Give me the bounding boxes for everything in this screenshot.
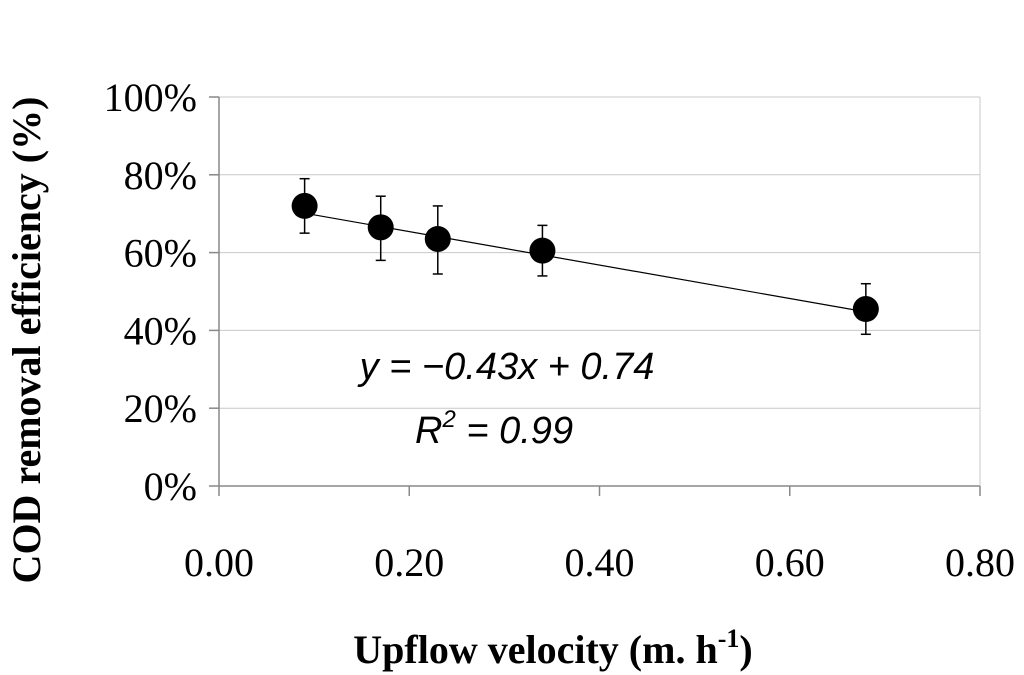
r-squared-prefix: R bbox=[415, 410, 442, 452]
y-tick-label-5: 100% bbox=[104, 75, 197, 120]
x-axis-title-suffix: ) bbox=[739, 627, 752, 672]
ticks: 0% 20% 40% 60% 80% 100% 0.00 0.20 0.40 0.60 0.80 bbox=[104, 75, 1015, 585]
y-axis-title: COD removal efficiency (%) bbox=[4, 97, 49, 584]
x-axis-title-superscript: -1 bbox=[718, 624, 740, 653]
x-tick-label-0: 0.00 bbox=[184, 540, 254, 585]
data-point-1 bbox=[367, 214, 394, 241]
x-tick-label-2: 0.40 bbox=[565, 540, 635, 585]
r-squared-superscript: 2 bbox=[441, 406, 455, 433]
r-squared-suffix: = 0.99 bbox=[456, 410, 573, 452]
y-tick-label-4: 80% bbox=[124, 153, 197, 198]
x-tick-label-3: 0.60 bbox=[755, 540, 825, 585]
y-tick-label-3: 60% bbox=[124, 231, 197, 276]
data-points bbox=[291, 192, 879, 323]
r-squared-annotation: R2 = 0.99 bbox=[415, 406, 573, 452]
equation-annotation: y = −0.43x + 0.74 bbox=[357, 346, 655, 388]
x-axis-title: Upflow velocity (m. h-1) bbox=[353, 624, 752, 672]
data-point-3 bbox=[529, 237, 556, 264]
trendline bbox=[304, 212, 866, 313]
gridlines bbox=[219, 96, 980, 409]
x-tick-label-1: 0.20 bbox=[374, 540, 444, 585]
trendline-group bbox=[304, 212, 866, 313]
x-axis-title-main: Upflow velocity (m. h bbox=[353, 627, 717, 672]
x-tick-label-4: 0.80 bbox=[945, 540, 1015, 585]
error-bars bbox=[299, 177, 871, 336]
data-point-4 bbox=[852, 296, 879, 323]
y-tick-label-2: 40% bbox=[124, 308, 197, 353]
y-tick-label-0: 0% bbox=[144, 464, 197, 509]
y-tick-label-1: 20% bbox=[124, 386, 197, 431]
data-point-2 bbox=[424, 225, 451, 252]
data-point-0 bbox=[291, 192, 318, 219]
